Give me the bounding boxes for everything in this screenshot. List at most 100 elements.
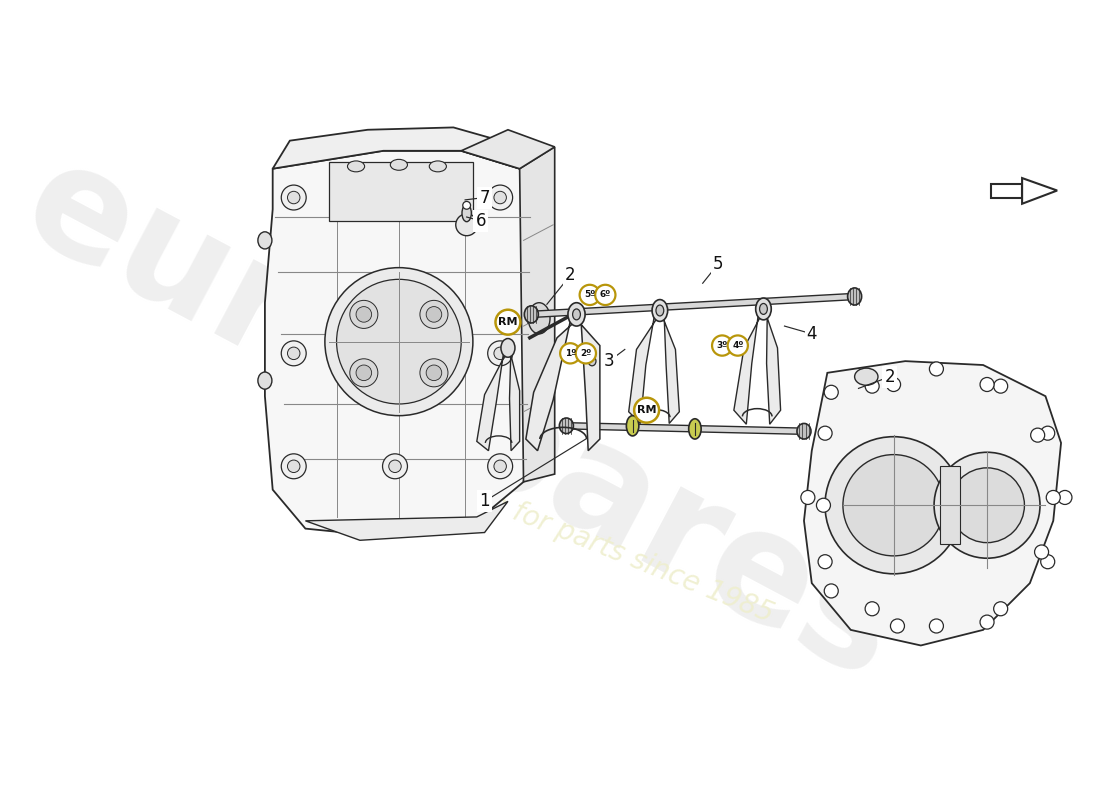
Circle shape (287, 460, 300, 473)
Ellipse shape (848, 288, 861, 305)
Circle shape (934, 452, 1040, 558)
Text: eurospares: eurospares (0, 127, 923, 712)
Ellipse shape (257, 232, 272, 249)
Circle shape (930, 362, 944, 376)
Circle shape (494, 460, 506, 473)
Circle shape (816, 498, 831, 512)
Circle shape (282, 185, 306, 210)
Circle shape (930, 619, 944, 633)
Polygon shape (306, 502, 508, 540)
Polygon shape (663, 306, 680, 423)
Circle shape (887, 378, 901, 391)
Circle shape (495, 310, 520, 334)
Circle shape (1035, 545, 1048, 559)
Ellipse shape (756, 298, 771, 320)
Ellipse shape (528, 302, 550, 334)
Ellipse shape (560, 418, 573, 434)
Text: 7: 7 (480, 189, 490, 206)
Ellipse shape (760, 303, 768, 314)
Text: 6: 6 (475, 212, 486, 230)
Circle shape (595, 285, 616, 305)
Polygon shape (509, 344, 519, 450)
Circle shape (282, 341, 306, 366)
Polygon shape (767, 305, 781, 424)
Text: 4: 4 (806, 325, 817, 343)
Polygon shape (265, 150, 536, 537)
Polygon shape (526, 310, 573, 450)
Circle shape (1046, 490, 1060, 505)
Circle shape (1041, 554, 1055, 569)
Circle shape (455, 214, 477, 236)
Circle shape (712, 335, 733, 356)
Circle shape (494, 191, 506, 204)
Ellipse shape (390, 159, 407, 170)
Circle shape (635, 398, 659, 422)
Circle shape (337, 279, 461, 404)
Circle shape (494, 347, 506, 359)
Circle shape (993, 379, 1008, 393)
Ellipse shape (348, 161, 364, 172)
Circle shape (801, 490, 815, 505)
Text: a passion for parts since 1985: a passion for parts since 1985 (378, 445, 778, 628)
Text: 3º: 3º (716, 341, 728, 350)
Polygon shape (940, 466, 960, 544)
Ellipse shape (500, 338, 515, 358)
Circle shape (350, 300, 378, 329)
Circle shape (980, 615, 994, 629)
Circle shape (575, 343, 596, 363)
Ellipse shape (525, 306, 538, 323)
Circle shape (818, 426, 832, 440)
Polygon shape (476, 344, 505, 450)
Circle shape (463, 202, 471, 210)
Text: 3: 3 (604, 352, 615, 370)
Circle shape (1041, 426, 1055, 440)
Circle shape (287, 347, 300, 359)
Polygon shape (991, 184, 1022, 198)
Text: 2: 2 (565, 266, 575, 285)
Ellipse shape (257, 372, 272, 389)
Polygon shape (734, 305, 760, 424)
Polygon shape (461, 130, 554, 169)
Circle shape (824, 584, 838, 598)
Text: 1º: 1º (564, 349, 576, 358)
Circle shape (487, 454, 513, 478)
Polygon shape (519, 147, 554, 482)
Circle shape (1058, 490, 1072, 505)
Circle shape (1031, 428, 1045, 442)
Ellipse shape (588, 357, 596, 366)
Circle shape (818, 554, 832, 569)
Circle shape (560, 343, 581, 363)
Circle shape (865, 602, 879, 616)
Circle shape (825, 437, 962, 574)
Circle shape (980, 378, 994, 391)
Ellipse shape (652, 299, 668, 322)
Text: 2º: 2º (580, 349, 592, 358)
Circle shape (824, 386, 838, 399)
Text: 1: 1 (480, 492, 490, 510)
Polygon shape (629, 306, 656, 423)
Circle shape (727, 335, 748, 356)
Text: 5: 5 (713, 254, 724, 273)
Circle shape (426, 306, 442, 322)
Ellipse shape (798, 423, 811, 439)
Ellipse shape (656, 305, 663, 316)
Ellipse shape (573, 309, 581, 320)
Circle shape (388, 460, 401, 473)
Circle shape (487, 185, 513, 210)
Circle shape (890, 619, 904, 633)
Circle shape (282, 454, 306, 478)
Polygon shape (1022, 178, 1057, 204)
Circle shape (420, 358, 448, 387)
Circle shape (287, 191, 300, 204)
Text: 2: 2 (884, 368, 895, 386)
Circle shape (993, 602, 1008, 616)
Circle shape (865, 379, 879, 393)
Ellipse shape (855, 368, 878, 386)
Text: 6º: 6º (600, 290, 610, 299)
Text: 4º: 4º (733, 341, 744, 350)
Ellipse shape (568, 302, 585, 326)
Circle shape (350, 358, 378, 387)
Circle shape (383, 454, 407, 478)
Polygon shape (273, 127, 519, 169)
Polygon shape (581, 310, 600, 450)
